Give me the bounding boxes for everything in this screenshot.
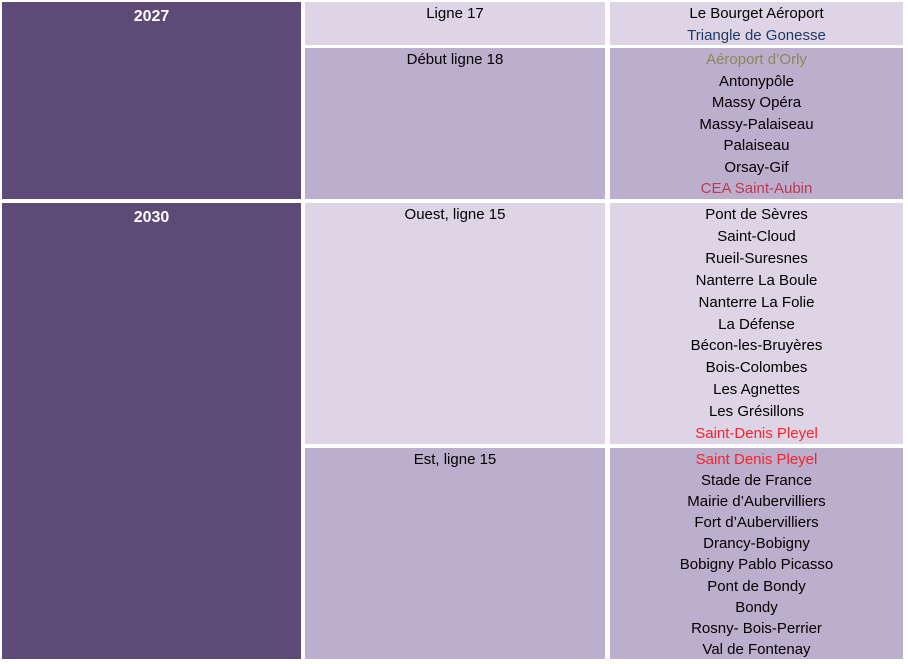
line-row-debut-ligne-18: Début ligne 18 Aéroport d’Orly Antonypôl… xyxy=(305,48,903,199)
year-cell-2027: 2027 xyxy=(2,2,301,199)
station: Val de Fontenay xyxy=(702,640,811,658)
station: Fort d’Aubervilliers xyxy=(694,514,819,532)
station: Nanterre La Folie xyxy=(698,293,815,311)
station: Aéroport d’Orly xyxy=(706,51,807,68)
station: Drancy-Bobigny xyxy=(703,535,810,553)
year-group-2027: 2027 Ligne 17 Le Bourget Aéroport Triang… xyxy=(2,2,903,199)
station: Mairie d’Aubervilliers xyxy=(687,493,826,511)
line-row-ouest-ligne-15: Ouest, ligne 15 Pont de Sèvres Saint-Clo… xyxy=(305,203,903,444)
station: CEA Saint-Aubin xyxy=(700,180,813,198)
station: Massy-Palaiseau xyxy=(699,115,814,133)
station: Les Grésillons xyxy=(708,403,805,421)
station: Triangle de Gonesse xyxy=(687,26,826,44)
station: Antonypôle xyxy=(718,72,795,90)
station: Bobigny Pablo Picasso xyxy=(679,556,834,574)
station: Saint Denis Pleyel xyxy=(695,451,818,468)
line-cell-est-ligne-15: Est, ligne 15 xyxy=(305,448,605,659)
line-rows-2027: Ligne 17 Le Bourget Aéroport Triangle de… xyxy=(305,2,903,199)
stations-cell-debut-ligne-18: Aéroport d’Orly Antonypôle Massy Opéra M… xyxy=(610,48,903,199)
line-rows-2030: Ouest, ligne 15 Pont de Sèvres Saint-Clo… xyxy=(305,203,903,659)
station: Palaiseau xyxy=(723,137,790,155)
station: Orsay-Gif xyxy=(724,158,789,176)
station: Nanterre La Boule xyxy=(695,271,818,289)
station: Massy Opéra xyxy=(711,94,802,112)
year-group-2030: 2030 Ouest, ligne 15 Pont de Sèvres Sain… xyxy=(2,203,903,659)
stations-cell-ouest-ligne-15: Pont de Sèvres Saint-Cloud Rueil-Suresne… xyxy=(610,203,903,444)
line-label: Est, ligne 15 xyxy=(413,451,497,468)
station: La Défense xyxy=(718,315,795,333)
station: Saint-Cloud xyxy=(717,227,796,245)
station: Rueil-Suresnes xyxy=(705,249,808,267)
line-label: Ligne 17 xyxy=(426,5,484,22)
line-row-est-ligne-15: Est, ligne 15 Saint Denis Pleyel Stade d… xyxy=(305,448,903,659)
station: Le Bourget Aéroport xyxy=(689,5,824,22)
line-cell-ouest-ligne-15: Ouest, ligne 15 xyxy=(305,203,605,444)
station: Saint-Denis Pleyel xyxy=(695,425,818,443)
year-cell-2030: 2030 xyxy=(2,203,301,659)
line-cell-debut-ligne-18: Début ligne 18 xyxy=(305,48,605,199)
line-label: Début ligne 18 xyxy=(406,51,504,68)
station: Les Agnettes xyxy=(713,381,800,399)
line-cell-ligne-17: Ligne 17 xyxy=(305,2,605,45)
station: Rosny- Bois-Perrier xyxy=(691,619,822,637)
stations-cell-ligne-17: Le Bourget Aéroport Triangle de Gonesse xyxy=(610,2,903,45)
station: Bécon-les-Bruyères xyxy=(690,337,823,355)
station: Bondy xyxy=(735,598,778,616)
station: Stade de France xyxy=(701,472,812,490)
line-row-ligne-17: Ligne 17 Le Bourget Aéroport Triangle de… xyxy=(305,2,903,45)
station: Pont de Bondy xyxy=(707,577,806,595)
station: Pont de Sèvres xyxy=(705,206,808,223)
station: Bois-Colombes xyxy=(705,359,808,377)
line-label: Ouest, ligne 15 xyxy=(404,206,506,223)
year-label: 2030 xyxy=(133,209,170,226)
year-label: 2027 xyxy=(133,8,170,25)
stations-cell-est-ligne-15: Saint Denis Pleyel Stade de France Mairi… xyxy=(610,448,903,659)
